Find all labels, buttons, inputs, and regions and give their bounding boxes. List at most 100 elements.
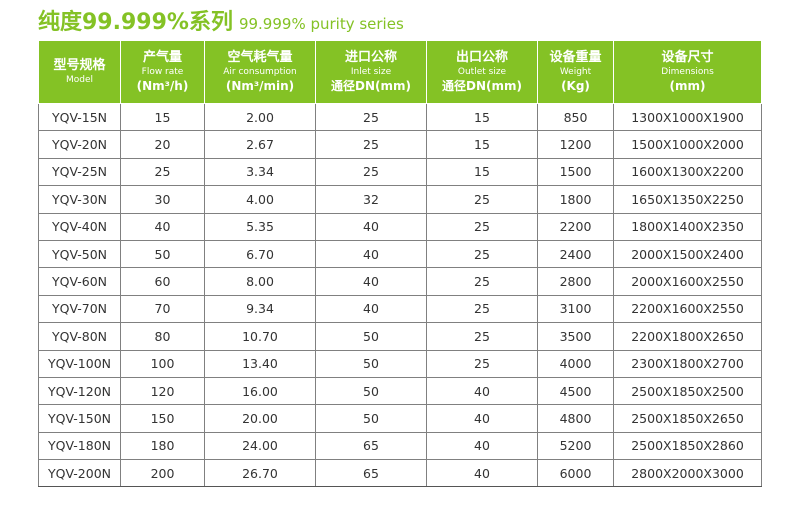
cell-air-consumption: 4.00 — [204, 185, 316, 214]
header-en: Air consumption — [223, 67, 297, 77]
cell-inlet-size: 40 — [315, 294, 427, 324]
cell-dimensions: 2000X1500X2400 — [613, 239, 762, 269]
cell-outlet-size: 25 — [426, 239, 538, 269]
cell-inlet-size: 50 — [315, 349, 427, 378]
header-zh: 型号规格 — [53, 58, 106, 73]
cell-dimensions: 2500X1850X2650 — [613, 404, 762, 433]
header-unit: (Nm³/h) — [136, 79, 189, 93]
header-zh: 出口公称 — [455, 50, 508, 65]
cell-air-consumption: 16.00 — [204, 376, 316, 406]
cell-inlet-size: 32 — [315, 185, 427, 214]
cell-weight: 4000 — [537, 349, 614, 378]
cell-air-consumption: 10.70 — [204, 322, 316, 351]
cell-flow-rate: 25 — [120, 157, 205, 187]
header-dimensions: 设备尺寸 Dimensions (mm) — [613, 40, 762, 104]
cell-weight: 2800 — [537, 267, 614, 296]
cell-dimensions: 2800X2000X3000 — [613, 459, 762, 488]
header-unit: 通径DN(mm) — [442, 79, 522, 93]
cell-flow-rate: 50 — [120, 239, 205, 269]
cell-inlet-size: 25 — [315, 130, 427, 159]
cell-outlet-size: 25 — [426, 267, 538, 296]
cell-model: YQV-30N — [38, 185, 121, 214]
table-header: 型号规格 Model 产气量 Flow rate (Nm³/h) 空气耗气量 A… — [38, 40, 762, 104]
cell-flow-rate: 70 — [120, 294, 205, 324]
cell-dimensions: 2000X1600X2550 — [613, 267, 762, 296]
table-row: YQV-15N 15 2.00 25 15 850 1300X1000X1900 — [38, 102, 762, 132]
cell-outlet-size: 40 — [426, 459, 538, 488]
table-row: YQV-180N 180 24.00 65 40 5200 2500X1850X2860 — [38, 431, 762, 461]
cell-outlet-size: 25 — [426, 212, 538, 241]
cell-dimensions: 2200X1800X2650 — [613, 322, 762, 351]
table-row: YQV-40N 40 5.35 40 25 2200 1800X1400X2350 — [38, 212, 762, 241]
cell-model: YQV-80N — [38, 322, 121, 351]
cell-model: YQV-100N — [38, 349, 121, 378]
cell-dimensions: 1650X1350X2250 — [613, 185, 762, 214]
cell-outlet-size: 40 — [426, 431, 538, 461]
cell-inlet-size: 40 — [315, 239, 427, 269]
table-row: YQV-70N 70 9.34 40 25 3100 2200X1600X2550 — [38, 294, 762, 324]
cell-flow-rate: 100 — [120, 349, 205, 378]
cell-dimensions: 1300X1000X1900 — [613, 102, 762, 132]
header-flow-rate: 产气量 Flow rate (Nm³/h) — [120, 40, 205, 104]
cell-outlet-size: 15 — [426, 157, 538, 187]
cell-inlet-size: 40 — [315, 267, 427, 296]
cell-inlet-size: 50 — [315, 404, 427, 433]
header-unit: (Kg) — [561, 79, 590, 93]
cell-flow-rate: 15 — [120, 102, 205, 132]
cell-air-consumption: 8.00 — [204, 267, 316, 296]
header-unit: (mm) — [669, 79, 706, 93]
header-en: Flow rate — [141, 67, 184, 77]
cell-flow-rate: 180 — [120, 431, 205, 461]
table-row: YQV-150N 150 20.00 50 40 4800 2500X1850X2650 — [38, 404, 762, 433]
header-zh: 设备重量 — [549, 50, 602, 65]
cell-dimensions: 1500X1000X2000 — [613, 130, 762, 159]
cell-model: YQV-200N — [38, 459, 121, 488]
header-weight: 设备重量 Weight (Kg) — [537, 40, 614, 104]
cell-inlet-size: 65 — [315, 459, 427, 488]
cell-model: YQV-15N — [38, 102, 121, 132]
cell-model: YQV-150N — [38, 404, 121, 433]
cell-outlet-size: 40 — [426, 404, 538, 433]
cell-outlet-size: 25 — [426, 294, 538, 324]
header-en: Model — [65, 75, 94, 85]
title-sub: 99.999% purity series — [238, 15, 404, 33]
title-main: 纯度99.999%系列 — [38, 10, 233, 35]
cell-outlet-size: 25 — [426, 322, 538, 351]
cell-dimensions: 2300X1800X2700 — [613, 349, 762, 378]
cell-inlet-size: 50 — [315, 376, 427, 406]
cell-dimensions: 2200X1600X2550 — [613, 294, 762, 324]
table-row: YQV-80N 80 10.70 50 25 3500 2200X1800X2650 — [38, 322, 762, 351]
cell-flow-rate: 40 — [120, 212, 205, 241]
header-zh: 空气耗气量 — [227, 50, 293, 65]
cell-inlet-size: 25 — [315, 157, 427, 187]
cell-outlet-size: 25 — [426, 349, 538, 378]
cell-model: YQV-70N — [38, 294, 121, 324]
cell-flow-rate: 120 — [120, 376, 205, 406]
cell-weight: 5200 — [537, 431, 614, 461]
table-row: YQV-50N 50 6.70 40 25 2400 2000X1500X2400 — [38, 239, 762, 269]
cell-weight: 6000 — [537, 459, 614, 488]
header-air-consumption: 空气耗气量 Air consumption (Nm³/min) — [204, 40, 316, 104]
cell-inlet-size: 50 — [315, 322, 427, 351]
header-zh: 进口公称 — [344, 50, 397, 65]
cell-air-consumption: 9.34 — [204, 294, 316, 324]
header-zh: 产气量 — [142, 50, 182, 65]
cell-air-consumption: 2.67 — [204, 130, 316, 159]
cell-dimensions: 1600X1300X2200 — [613, 157, 762, 187]
header-inlet-size: 进口公称 Inlet size 通径DN(mm) — [315, 40, 427, 104]
table-row: YQV-60N 60 8.00 40 25 2800 2000X1600X2550 — [38, 267, 762, 296]
cell-model: YQV-50N — [38, 239, 121, 269]
cell-weight: 3100 — [537, 294, 614, 324]
cell-model: YQV-40N — [38, 212, 121, 241]
cell-air-consumption: 20.00 — [204, 404, 316, 433]
table-row: YQV-120N 120 16.00 50 40 4500 2500X1850X2500 — [38, 376, 762, 406]
cell-air-consumption: 2.00 — [204, 102, 316, 132]
cell-weight: 850 — [537, 102, 614, 132]
cell-flow-rate: 80 — [120, 322, 205, 351]
cell-model: YQV-120N — [38, 376, 121, 406]
table-row: YQV-100N 100 13.40 50 25 4000 2300X1800X2700 — [38, 349, 762, 378]
header-zh: 设备尺寸 — [661, 50, 714, 65]
header-en: Inlet size — [350, 67, 392, 77]
cell-weight: 1200 — [537, 130, 614, 159]
cell-air-consumption: 5.35 — [204, 212, 316, 241]
